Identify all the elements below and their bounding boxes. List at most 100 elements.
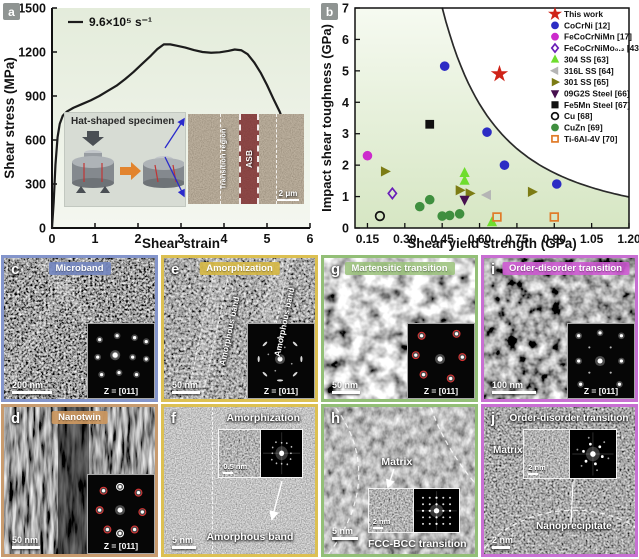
svg-text:3: 3 bbox=[342, 127, 349, 141]
zone-axis-label: Z = [011] bbox=[423, 386, 459, 396]
panel-letter: e bbox=[171, 261, 180, 278]
svg-text:1: 1 bbox=[342, 190, 349, 204]
svg-text:CoCrNi [12]: CoCrNi [12] bbox=[564, 20, 610, 30]
fft-pattern bbox=[413, 488, 459, 533]
scalebar: 100 nm bbox=[492, 380, 536, 394]
svg-text:FeCoCrNiMn [17]: FeCoCrNiMn [17] bbox=[564, 32, 632, 42]
scalebar-text: 50 nm bbox=[172, 380, 199, 390]
scalebar: 50 nm bbox=[332, 380, 360, 394]
zone-axis-label: Z = [011] bbox=[263, 386, 299, 396]
fcc-bcc-caption: FCC-BCC transition bbox=[368, 538, 467, 550]
panel-d-nanotwin: d Nanotwin 50 nm Z = [011] bbox=[1, 404, 158, 557]
mechanism-chip: Nanotwin bbox=[51, 411, 108, 424]
svg-text:1200: 1200 bbox=[18, 46, 46, 60]
region-divider-line bbox=[220, 114, 222, 204]
panel-j-order-disorder-hrtem: j Order-disorder transition Matrix 2 nm … bbox=[481, 404, 638, 557]
svg-text:CuZn [69]: CuZn [69] bbox=[564, 123, 603, 133]
compress-arrow-up-icon bbox=[76, 186, 86, 193]
hr-lattice-texture bbox=[219, 430, 260, 477]
svg-text:This work: This work bbox=[564, 9, 603, 19]
panel-b-badge: b bbox=[321, 3, 338, 20]
hr-fft-inset: 2 nm bbox=[523, 429, 617, 480]
hr-fft-inset: 2 nm bbox=[367, 487, 460, 534]
band-boundary-dashed-line bbox=[212, 407, 214, 554]
panel-letter: g bbox=[331, 261, 341, 278]
zone-axis-label: Z = [011] bbox=[103, 386, 139, 396]
fft-half bbox=[570, 430, 616, 479]
svg-text:1.20: 1.20 bbox=[617, 232, 639, 246]
panel-letter: f bbox=[171, 410, 176, 427]
panel-h-fcc-bcc: h Matrix 2 nm FCC-BCC transition 5 nm bbox=[321, 404, 478, 557]
fft-half bbox=[413, 488, 459, 533]
diffraction-pattern bbox=[411, 329, 467, 383]
hr-fft-inset: 0.5 nm bbox=[218, 429, 303, 478]
svg-text:Impact shear toughness (GPa): Impact shear toughness (GPa) bbox=[319, 24, 334, 212]
hat-specimen-inset: Hat-shaped specimen bbox=[64, 112, 186, 207]
hat-specimen-title: Hat-shaped specimen bbox=[71, 116, 175, 127]
hat-specimen-diagram bbox=[72, 131, 184, 193]
sem-scalebar: 2 μm bbox=[277, 189, 299, 201]
hr-lattice-texture bbox=[368, 488, 413, 533]
scalebar: 200 nm bbox=[12, 380, 52, 394]
zone-axis-label: Z = [011] bbox=[103, 541, 139, 551]
compress-arrow-up-icon bbox=[100, 186, 110, 193]
inset-scalebar: 0.5 nm bbox=[223, 462, 247, 474]
diffraction-pattern bbox=[257, 336, 303, 382]
svg-text:Fe5Mn Steel [67]: Fe5Mn Steel [67] bbox=[564, 100, 630, 110]
svg-text:0.45: 0.45 bbox=[431, 232, 455, 246]
zone-axis-label: Z = [011] bbox=[583, 386, 619, 396]
hr-lattice-half: 2 nm bbox=[524, 430, 571, 479]
panel-letter: d bbox=[11, 410, 21, 427]
panel-b-toughness-strength-chart: 0.15 0.30 0.45 0.60 0.75 0.90 1.05 1.20 0 1 2 3 4 5 6 7… bbox=[318, 0, 639, 253]
svg-text:2: 2 bbox=[342, 159, 349, 173]
diffraction-inset: Z = [011] bbox=[87, 474, 155, 554]
svg-text:301 SS [65]: 301 SS [65] bbox=[564, 77, 609, 87]
hr-lattice-half: 2 nm bbox=[368, 488, 414, 533]
diffraction-pattern bbox=[95, 482, 147, 538]
svg-text:0.90: 0.90 bbox=[543, 232, 567, 246]
svg-text:0.60: 0.60 bbox=[468, 232, 492, 246]
inset-scalebar: 2 nm bbox=[528, 463, 546, 476]
svg-text:5: 5 bbox=[342, 64, 349, 78]
svg-text:0.15: 0.15 bbox=[356, 232, 380, 246]
svg-text:316L SS [64]: 316L SS [64] bbox=[564, 66, 614, 76]
asb-label: ASB bbox=[243, 150, 254, 168]
region-divider-line bbox=[276, 114, 278, 204]
hr-lattice-half: 0.5 nm bbox=[219, 430, 261, 477]
compress-arrow-down-icon bbox=[82, 131, 104, 146]
asb-band bbox=[239, 114, 259, 204]
svg-text:0: 0 bbox=[39, 222, 46, 236]
diffraction-inset: Z = [011] bbox=[407, 323, 475, 399]
svg-text:4: 4 bbox=[342, 96, 349, 110]
svg-text:FeCoCrNiMo₀.₂ [43]: FeCoCrNiMo₀.₂ [43] bbox=[564, 43, 639, 53]
mechanism-chip: Microband bbox=[48, 262, 111, 275]
svg-text:0.75: 0.75 bbox=[505, 232, 529, 246]
panel-c-microband: c Microband 200 nm Z = [011] bbox=[1, 255, 158, 402]
panel-letter: h bbox=[331, 410, 341, 427]
scalebar-text: 50 nm bbox=[332, 380, 359, 390]
svg-text:6: 6 bbox=[342, 33, 349, 47]
scalebar: 5 nm bbox=[332, 526, 358, 540]
asb-sem-inset: Transition region ASB 2 μm bbox=[188, 114, 304, 204]
panel-letter: c bbox=[11, 261, 20, 278]
panel-letter: j bbox=[491, 410, 496, 427]
scalebar-text: 5 nm bbox=[172, 535, 194, 545]
fft-pattern bbox=[260, 430, 302, 477]
svg-text:300: 300 bbox=[25, 178, 46, 192]
svg-text:9.6×10⁵ s⁻¹: 9.6×10⁵ s⁻¹ bbox=[89, 15, 152, 29]
svg-text:1: 1 bbox=[92, 232, 99, 246]
panel-e-amorphization: Amorphous band Amorphous band e Amorphiz… bbox=[161, 255, 318, 402]
twin-dark-band bbox=[58, 407, 89, 554]
scalebar-text: 100 nm bbox=[492, 380, 524, 390]
scalebar: 50 nm bbox=[12, 535, 40, 549]
scalebar-text: 5 nm bbox=[332, 526, 354, 536]
diffraction-pattern bbox=[94, 332, 150, 378]
nanoprecipitate-label: Nanoprecipitate bbox=[536, 521, 612, 532]
mechanism-chip: Order-disorder transition bbox=[502, 262, 630, 275]
svg-text:6: 6 bbox=[307, 232, 314, 246]
svg-text:0.30: 0.30 bbox=[393, 232, 417, 246]
scalebar: 2 nm bbox=[492, 535, 513, 549]
sem-scalebar-text: 2 μm bbox=[278, 189, 298, 198]
panel-a-badge: a bbox=[3, 3, 20, 20]
